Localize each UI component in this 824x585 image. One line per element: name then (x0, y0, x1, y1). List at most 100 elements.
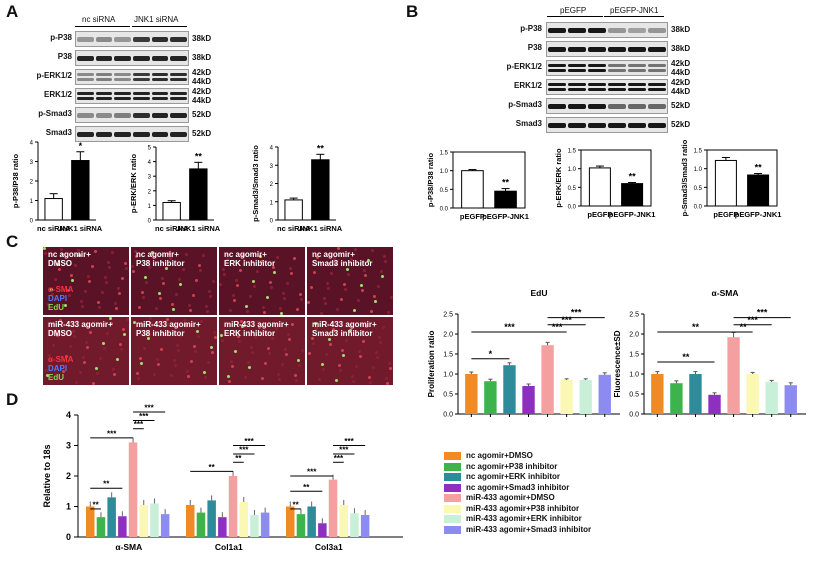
chart-frame (452, 151, 526, 209)
cell-dot (115, 307, 118, 310)
microscopy-caption: nc agomir+ Smad3 inhibitor (312, 250, 373, 268)
cell-dot (262, 306, 265, 309)
significance-label: *** (107, 429, 117, 438)
cell-dot (231, 365, 234, 368)
cell-dot (264, 362, 267, 365)
blot-band (114, 73, 131, 76)
cell-dot (87, 275, 90, 278)
blot-a-group-line (75, 26, 130, 27)
blot-band (588, 46, 606, 52)
y-tick-label: 3 (30, 160, 34, 166)
bar (765, 382, 778, 414)
cell-dot (354, 248, 357, 251)
cell-dot (228, 380, 231, 383)
stain-label: DAPI (48, 294, 68, 303)
blot-size-label: 52kD (671, 101, 691, 110)
cell-dot (357, 299, 360, 302)
blot-band (588, 103, 606, 109)
cell-dot (390, 296, 393, 299)
category-label: pEGFP (713, 210, 738, 219)
chart-b1: 0.0 0.5 1.0 1.5 p-P38/P38 ratio pEGFP ** pEGFP-… (426, 151, 529, 222)
cell-dot (298, 364, 301, 367)
y-tick-label: 2.5 (443, 312, 453, 319)
y-tick-label: 4 (66, 410, 71, 420)
blot-band (133, 55, 150, 61)
y-tick-label: 0.5 (629, 392, 639, 399)
y-tick-label: 4 (270, 146, 274, 152)
cell-dot (80, 300, 83, 303)
blot-band (588, 69, 606, 72)
cell-dot (223, 273, 226, 276)
cell-dot (167, 323, 170, 326)
cell-dot (296, 308, 299, 311)
legend-swatch (444, 483, 461, 492)
bar (461, 170, 484, 209)
cell-dot (384, 260, 387, 263)
bar (494, 190, 517, 209)
cell-dot (235, 279, 238, 282)
stain-label: EdU (48, 303, 64, 312)
cell-dot (71, 279, 74, 282)
cell-dot (134, 250, 137, 253)
blot-band (588, 122, 606, 128)
cell-dot (338, 364, 341, 367)
blot-strip (546, 22, 668, 38)
cell-dot (165, 267, 168, 270)
blot-band (95, 112, 113, 118)
blot-band (133, 73, 150, 76)
cell-dot (79, 371, 82, 374)
cell-dot (83, 361, 86, 364)
microscopy-caption: miR-433 agomir+ P38 inhibitor (136, 320, 201, 338)
legend-label: miR-433 agomir+Smad3 inhibitor (466, 524, 592, 534)
cell-dot (290, 272, 293, 275)
cell-dot (107, 261, 110, 264)
cell-dot (66, 360, 69, 363)
cell-dot (332, 328, 335, 331)
cell-dot (372, 366, 375, 369)
significance-label: *** (552, 322, 563, 332)
cell-dot (349, 329, 352, 332)
significance-label: * (79, 141, 83, 151)
microscopy-caption: nc agomir+ P38 inhibitor (136, 250, 185, 268)
bar (284, 199, 303, 221)
cell-dot (179, 283, 182, 286)
bar (160, 514, 170, 537)
cell-dot (280, 312, 283, 315)
significance-label: ** (317, 143, 325, 153)
blot-strip (75, 88, 189, 104)
cell-dot (51, 293, 54, 296)
blot-band (608, 27, 626, 33)
bar (350, 513, 359, 537)
blot-band (77, 92, 94, 95)
significance-label: ** (303, 483, 310, 492)
cell-dot (383, 255, 386, 258)
chart-b2: 0.0 0.5 1.0 1.5 p-ERK/ERK ratio pEGFP ** pEGFP-… (554, 148, 655, 219)
cell-dot (132, 270, 135, 273)
y-tick-label: 0.0 (568, 205, 577, 211)
cell-dot (158, 292, 161, 295)
blot-band (95, 36, 113, 42)
cell-dot (329, 343, 332, 346)
cell-dot (50, 288, 53, 291)
bar (239, 501, 248, 537)
category-label: JNK1 siRNA (298, 224, 342, 233)
y-tick-label: 1 (30, 199, 34, 205)
cell-dot (121, 277, 124, 280)
category-label: pEGFP (460, 212, 485, 221)
cell-dot (266, 296, 269, 299)
cell-dot (103, 347, 106, 350)
cell-dot (95, 367, 98, 370)
cell-dot (281, 363, 284, 366)
bar (286, 506, 295, 537)
cell-dot (172, 308, 175, 311)
cell-dot (293, 257, 296, 260)
blot-band (588, 83, 606, 86)
blot-band (568, 69, 586, 72)
y-tick-label: 0.5 (443, 392, 453, 399)
cell-dot (370, 310, 373, 313)
blot-band (151, 112, 169, 118)
bar (465, 374, 478, 414)
cell-dot (322, 368, 325, 371)
cell-dot (204, 376, 207, 379)
